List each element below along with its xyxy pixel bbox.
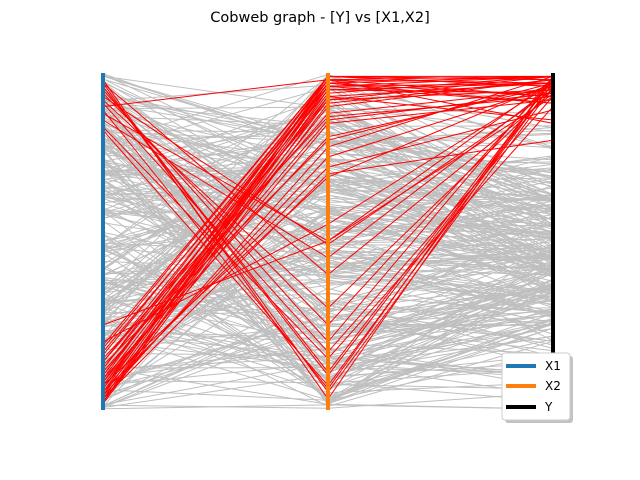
legend: X1 X2 Y [501, 352, 573, 423]
legend-label-x1: X1 [545, 359, 561, 373]
chart-title: Cobweb graph - [Y] vs [X1,X2] [210, 10, 429, 26]
legend-label-y: Y [544, 400, 553, 414]
legend-label-x2: X2 [545, 379, 561, 393]
